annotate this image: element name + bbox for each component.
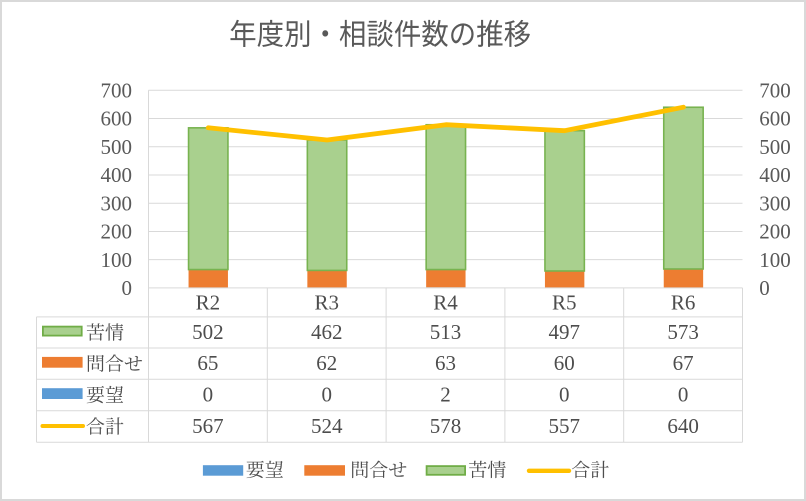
svg-text:600: 600 — [101, 107, 133, 131]
svg-text:63: 63 — [435, 351, 456, 375]
svg-text:100: 100 — [101, 248, 133, 272]
svg-text:557: 557 — [549, 414, 581, 438]
svg-text:R4: R4 — [433, 290, 458, 314]
svg-text:300: 300 — [759, 191, 791, 215]
svg-text:100: 100 — [759, 248, 791, 272]
svg-text:400: 400 — [101, 163, 133, 187]
svg-text:400: 400 — [759, 163, 791, 187]
svg-text:200: 200 — [101, 220, 133, 244]
svg-text:0: 0 — [678, 383, 689, 407]
svg-text:497: 497 — [549, 320, 581, 344]
svg-text:524: 524 — [311, 414, 343, 438]
svg-text:300: 300 — [101, 191, 133, 215]
svg-text:0: 0 — [203, 383, 214, 407]
svg-text:2: 2 — [440, 383, 451, 407]
svg-text:R3: R3 — [314, 290, 339, 314]
svg-text:0: 0 — [321, 383, 332, 407]
svg-text:640: 640 — [667, 414, 699, 438]
svg-text:R2: R2 — [196, 290, 221, 314]
svg-text:0: 0 — [559, 383, 570, 407]
svg-text:600: 600 — [759, 107, 791, 131]
svg-text:500: 500 — [759, 135, 791, 159]
svg-text:62: 62 — [316, 351, 337, 375]
svg-text:502: 502 — [192, 320, 224, 344]
svg-text:0: 0 — [122, 276, 133, 300]
svg-text:R5: R5 — [552, 290, 577, 314]
svg-text:67: 67 — [673, 351, 694, 375]
svg-text:60: 60 — [554, 351, 575, 375]
svg-text:462: 462 — [311, 320, 343, 344]
svg-text:500: 500 — [101, 135, 133, 159]
svg-text:567: 567 — [192, 414, 224, 438]
svg-text:200: 200 — [759, 220, 791, 244]
svg-text:578: 578 — [430, 414, 462, 438]
svg-text:65: 65 — [197, 351, 218, 375]
svg-text:573: 573 — [667, 320, 699, 344]
svg-text:700: 700 — [759, 79, 791, 103]
svg-text:513: 513 — [430, 320, 462, 344]
svg-text:R6: R6 — [671, 290, 696, 314]
svg-text:700: 700 — [101, 79, 133, 103]
svg-text:0: 0 — [759, 276, 770, 300]
